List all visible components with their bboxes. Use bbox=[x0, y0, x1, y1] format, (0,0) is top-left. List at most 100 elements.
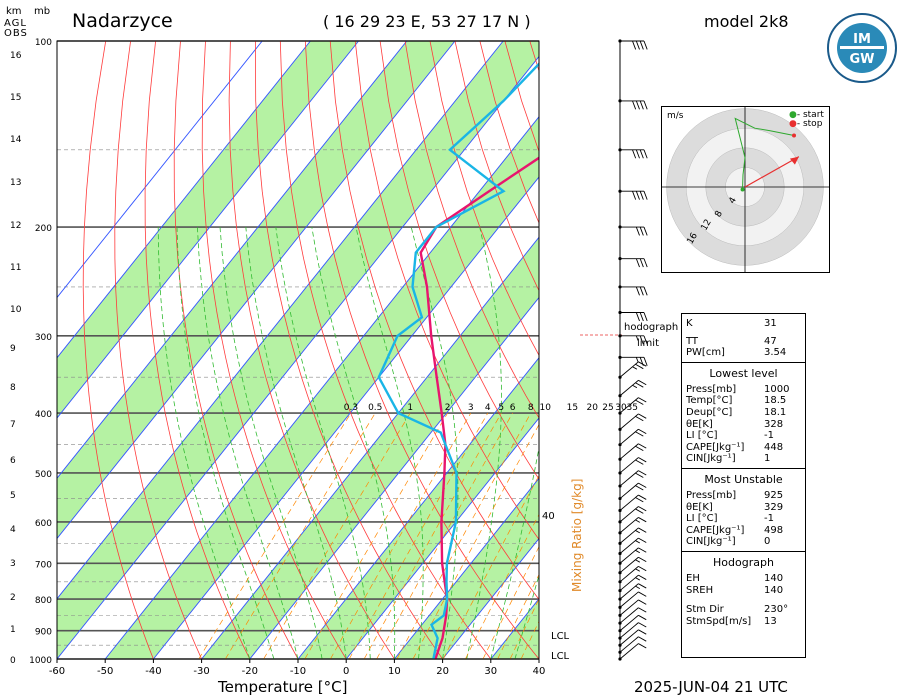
wind-barb-flag bbox=[632, 149, 637, 159]
wind-barb-flag bbox=[635, 459, 644, 465]
wind-barb-flag bbox=[638, 643, 647, 649]
pressure-tick-label: 300 bbox=[35, 333, 52, 343]
wind-barb-flag bbox=[635, 568, 641, 572]
wind-barb bbox=[619, 413, 639, 430]
wind-barb bbox=[619, 457, 639, 474]
wind-barb-flag bbox=[635, 540, 641, 544]
pressure-tick-label: 200 bbox=[35, 224, 52, 234]
km-tick-label: 10 bbox=[10, 305, 22, 315]
ll-cape: CAPE[Jkg⁻¹] 448 bbox=[686, 441, 784, 453]
date-label: 2025-JUN-04 21 UTC bbox=[634, 678, 788, 696]
wind-barb-flag bbox=[635, 286, 640, 296]
mb-axis-label: mb bbox=[34, 6, 51, 17]
most-unstable-title: Most Unstable bbox=[704, 472, 783, 486]
wind-barb-flag bbox=[643, 286, 648, 296]
wind-barb bbox=[619, 643, 639, 660]
wind-barb bbox=[619, 506, 639, 523]
moist-adiabat bbox=[176, 226, 275, 659]
hodograph-start-point bbox=[740, 187, 745, 192]
moist-adiabat bbox=[466, 226, 502, 659]
x-tick-label: -10 bbox=[290, 666, 306, 677]
wind-barb-flag bbox=[643, 357, 648, 366]
mixing-ratio-label: 10 bbox=[540, 403, 552, 413]
ll-dewp: Deup[°C] 18.1 bbox=[686, 406, 787, 418]
wind-barb-flag bbox=[638, 428, 647, 435]
wind-barb-flag bbox=[643, 226, 648, 236]
mixing-ratio-label: 30 bbox=[615, 403, 627, 413]
mixing-ratio-line bbox=[330, 412, 472, 659]
hb-stmspd: StmSpd[m/s] 13 bbox=[686, 615, 777, 627]
wind-barb bbox=[619, 482, 639, 499]
wind-barb-flag bbox=[635, 497, 644, 503]
wind-barb-flag bbox=[643, 191, 648, 200]
pressure-tick-label: 700 bbox=[35, 560, 52, 570]
mixing-ratio-line bbox=[363, 412, 502, 659]
wind-barb-flag bbox=[639, 191, 644, 200]
wind-barb bbox=[619, 517, 639, 534]
wind-barb-flag bbox=[635, 363, 644, 370]
mixing-ratio-line bbox=[412, 423, 539, 659]
wind-barb-flag bbox=[638, 622, 647, 628]
mixing-ratio-line bbox=[225, 412, 376, 659]
isotherm-band bbox=[57, 41, 539, 659]
model-label: model 2k8 bbox=[704, 12, 789, 31]
wind-barb-flag bbox=[635, 40, 640, 50]
hodograph-limit-label-1: hodograph bbox=[624, 322, 679, 333]
dry-adiabat bbox=[82, 41, 154, 659]
x-tick-label: 10 bbox=[388, 666, 401, 677]
ll-temp: Temp[°C] 18.5 bbox=[686, 395, 787, 407]
legend-stop: ●- stop bbox=[789, 119, 823, 129]
storm-motion-vector bbox=[744, 156, 800, 188]
mixing-ratio-line bbox=[304, 412, 448, 659]
mixing-ratio-line bbox=[520, 620, 539, 659]
wind-barb bbox=[619, 556, 639, 574]
mixing-ratio-label: 3 bbox=[468, 403, 474, 413]
hodograph-box-rows: EH 140 SREH 140 Stm Dir 230° StmSpd[m/s] 13 bbox=[682, 573, 805, 627]
km-tick-label: 0 bbox=[10, 656, 16, 666]
isotherm-line bbox=[394, 477, 539, 659]
wind-barb-flag bbox=[638, 629, 647, 635]
ll-press: Press[mb] 1000 bbox=[686, 383, 790, 395]
mu-thetae: θE[K] 329 bbox=[686, 501, 784, 513]
wind-barb-flag bbox=[635, 530, 641, 534]
wind-barb-flag bbox=[638, 537, 647, 543]
km-tick-label: 1 bbox=[10, 625, 16, 635]
mixing-ratio-label: 20 bbox=[587, 403, 599, 413]
wind-barb-flag bbox=[638, 556, 647, 563]
wind-barb-flag bbox=[638, 547, 647, 553]
wind-barb-flag bbox=[639, 286, 644, 296]
dry-adiabat bbox=[354, 41, 539, 541]
wind-barb-flag bbox=[635, 191, 640, 200]
km-tick-label: 6 bbox=[10, 456, 16, 466]
x-tick-label: 40 bbox=[533, 666, 546, 677]
wind-barb-flag bbox=[643, 40, 648, 50]
pressure-tick-label: 400 bbox=[35, 410, 52, 420]
pressure-tick-label: 900 bbox=[35, 628, 52, 638]
x-tick-label: 30 bbox=[484, 666, 497, 677]
logo-gw: GW bbox=[849, 52, 874, 67]
lcl-label-lower: LCL bbox=[551, 651, 570, 662]
mixing-ratio-label: 0.5 bbox=[368, 403, 382, 413]
indices-panel: K 31 TT 47 PW[cm] 3.54 Lowest level Press[m… bbox=[681, 313, 806, 658]
lcl-label-upper: LCL bbox=[551, 631, 570, 642]
km-tick-label: 2 bbox=[10, 593, 16, 603]
wind-barb-flag bbox=[638, 599, 647, 605]
wind-barb-flag bbox=[638, 614, 647, 621]
wind-barb-flag bbox=[638, 636, 647, 642]
moist-adiabat bbox=[410, 226, 459, 659]
logo-im: IM bbox=[853, 32, 871, 47]
station-name: Nadarzyce bbox=[72, 10, 173, 32]
wind-barb bbox=[619, 636, 639, 653]
dewpoint-profile bbox=[377, 62, 539, 659]
hodograph-ring-label: 4 bbox=[727, 196, 739, 206]
wind-barb-flag bbox=[643, 149, 648, 159]
x-tick-label: -30 bbox=[193, 666, 209, 677]
km-tick-label: 4 bbox=[10, 525, 16, 535]
mixing-ratio-axis-label: Mixing Ratio [g/kg] bbox=[570, 478, 584, 592]
wind-barb-flag bbox=[639, 335, 644, 345]
wind-barb-flag bbox=[635, 445, 644, 452]
hodograph-ring-label: 12 bbox=[700, 218, 714, 233]
dry-adiabat bbox=[201, 41, 347, 659]
obs-label: OBS bbox=[4, 28, 28, 39]
